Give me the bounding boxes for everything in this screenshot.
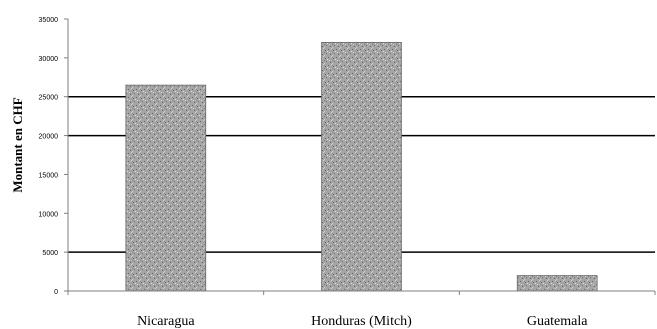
y-tick-label: 25000 xyxy=(39,95,59,102)
y-axis-title: Montant en CHF xyxy=(10,97,25,192)
y-tick-label: 0 xyxy=(54,289,58,296)
bar-honduras-mitch xyxy=(321,42,402,292)
bars xyxy=(125,42,598,292)
bar-guatemala xyxy=(516,275,598,292)
axes xyxy=(64,18,656,295)
x-category-labels: Nicaragua Honduras (Mitch) Guatemala xyxy=(137,314,588,329)
bar-nicaragua xyxy=(125,84,207,292)
y-tick-label: 20000 xyxy=(39,134,59,141)
y-tick-label: 30000 xyxy=(39,56,59,63)
y-tick-labels: 0 5000 10000 15000 20000 25000 30000 35000 xyxy=(39,17,59,296)
x-category-label: Guatemala xyxy=(527,314,588,329)
x-category-label: Honduras (Mitch) xyxy=(311,314,412,329)
y-tick-label: 35000 xyxy=(39,17,59,24)
y-tick-label: 15000 xyxy=(39,172,59,179)
y-tick-label: 10000 xyxy=(39,211,59,218)
y-tick-label: 5000 xyxy=(42,250,58,257)
x-category-label: Nicaragua xyxy=(137,314,195,329)
